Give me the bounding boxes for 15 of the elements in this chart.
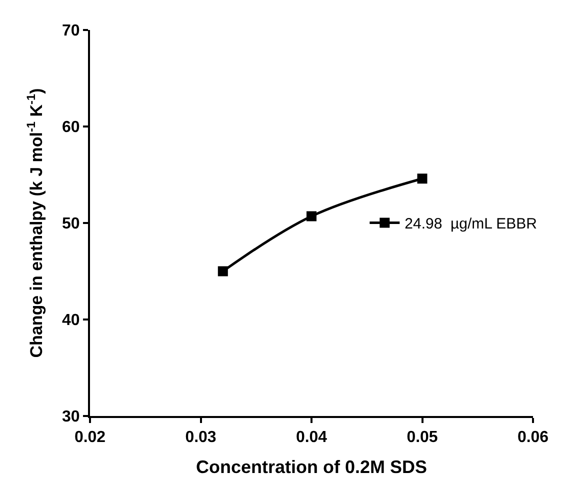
point	[306, 211, 316, 222]
y-tick-label: 50	[62, 216, 80, 233]
point	[417, 174, 428, 184]
y-tick-label: 30	[62, 408, 80, 426]
legend-label: 24.98 µg/mL EBBR	[404, 216, 538, 233]
x-axis-title: Concentration of 0.2M SDS	[196, 456, 428, 477]
x-tick-label: 0.03	[185, 429, 216, 446]
y-tick-label: 60	[62, 119, 80, 136]
y-tick-label: 70	[62, 22, 80, 40]
x-tick-label: 0.06	[517, 429, 549, 446]
y-tick-label: 40	[62, 312, 80, 330]
x-tick-label: 0.02	[74, 429, 106, 446]
point	[218, 266, 228, 276]
x-tick-label: 0.04	[296, 429, 328, 446]
x-tick-label: 0.05	[406, 429, 438, 446]
